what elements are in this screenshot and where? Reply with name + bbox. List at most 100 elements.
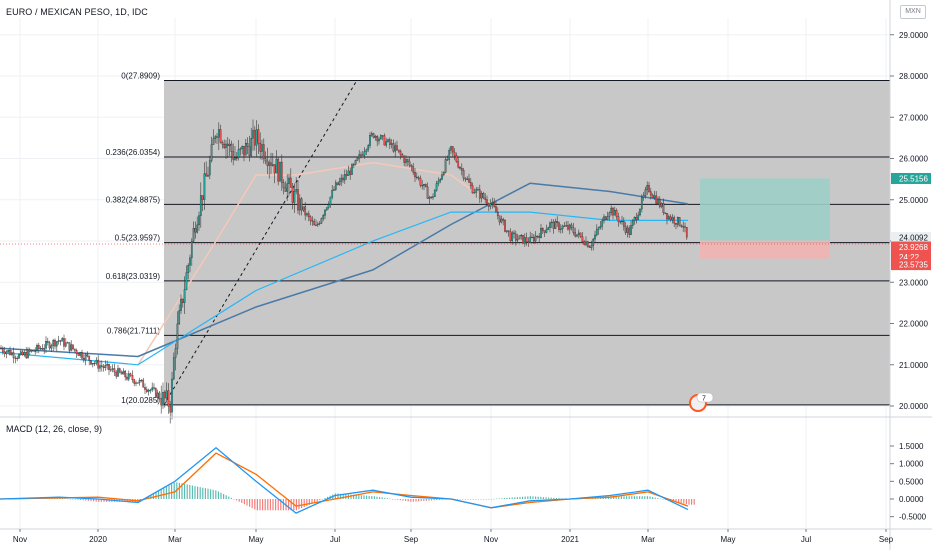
candle-body (430, 196, 433, 198)
candle-body (336, 182, 339, 185)
candle-body (23, 352, 26, 356)
macd-histogram-bar (485, 499, 487, 500)
candle-body (577, 232, 580, 235)
candle-body (289, 177, 292, 188)
time-tick-label: May (720, 535, 735, 544)
candle-body (496, 212, 499, 216)
macd-histogram-bar (407, 499, 409, 502)
candle-body (552, 221, 555, 229)
candle-body (252, 130, 254, 139)
candle-body (424, 184, 427, 188)
candle-body (567, 225, 569, 230)
event-badge[interactable]: 7 (689, 392, 714, 412)
macd-histogram-bar (529, 496, 531, 499)
macd-histogram-bar (672, 499, 674, 502)
time-tick-label: Sep (404, 535, 419, 544)
candle-body (376, 136, 379, 142)
macd-histogram-bar (100, 499, 102, 502)
macd-histogram-bar (67, 498, 69, 500)
candle-body (648, 185, 650, 192)
candle-body (531, 236, 533, 238)
candle-body (300, 198, 303, 211)
candle-body (277, 158, 280, 182)
macd-histogram-bar (230, 497, 232, 499)
candle-body (138, 380, 141, 383)
candle-body (403, 156, 406, 163)
macd-histogram-bar (618, 496, 620, 499)
macd-histogram-bar (238, 499, 240, 502)
candle-body (590, 245, 593, 248)
trend-line[interactable] (163, 79, 358, 406)
candle-body (482, 193, 485, 199)
candle-body (462, 170, 465, 179)
currency-badge[interactable]: MXN (900, 5, 926, 19)
macd-tick-label: 0.0000 (899, 495, 924, 504)
long-position-tool[interactable] (700, 178, 830, 259)
candle-body (658, 199, 661, 207)
candle-body (248, 146, 251, 156)
macd-histogram-bar (106, 499, 108, 502)
candle-body (45, 341, 47, 349)
candle-body (626, 227, 629, 233)
candle-body (671, 217, 674, 221)
macd-histogram-bar (522, 496, 524, 499)
price-tick-label: 26.0000 (899, 155, 928, 164)
candle-body (32, 350, 35, 352)
macd-histogram-bar (350, 494, 352, 499)
macd-histogram-bar (462, 499, 464, 500)
macd-histogram-bar (498, 498, 500, 499)
macd-histogram-bar (267, 499, 269, 511)
candle-body (565, 225, 568, 227)
macd-histogram-bar (402, 499, 404, 501)
macd-histogram-bar (558, 498, 560, 499)
badge-pill[interactable] (696, 392, 714, 403)
candle-body (444, 159, 447, 173)
candle-body (18, 354, 20, 359)
price-tick-label: 20.0000 (899, 402, 928, 411)
candle-body (601, 220, 604, 227)
candle-body (608, 212, 611, 217)
price-label-text: 25.5156 (899, 174, 928, 183)
candle-body (181, 298, 184, 304)
macd-histogram-bar (464, 499, 466, 500)
candle-body (370, 133, 373, 136)
candle-body (189, 257, 191, 266)
macd-histogram-bar (415, 499, 417, 502)
candle-body (149, 389, 152, 391)
macd-histogram-bar (87, 499, 89, 501)
candle-body (232, 151, 235, 160)
candle-body (106, 363, 109, 366)
macd-histogram-bar (306, 499, 308, 506)
candle-body (93, 362, 96, 365)
candle-body (673, 217, 676, 224)
macd-histogram-bar (360, 495, 362, 499)
candle-body (475, 189, 478, 193)
candle-body (5, 351, 8, 355)
candle-body (243, 146, 245, 156)
macd-histogram-bar (290, 499, 292, 511)
macd-histogram-bar (425, 499, 427, 501)
macd-histogram-bar (243, 499, 245, 505)
macd-histogram-bar (675, 499, 677, 502)
candle-body (343, 174, 346, 181)
macd-histogram-bar (337, 493, 339, 499)
candle-body (379, 135, 382, 140)
candle-body (117, 368, 119, 377)
candle-body (612, 207, 614, 216)
candle-body (160, 398, 163, 406)
ma-mid-line (0, 211, 688, 366)
macd-histogram-bar (171, 484, 173, 499)
candle-body (10, 352, 13, 355)
candle-body (666, 213, 668, 220)
candle-body (363, 151, 366, 156)
macd-histogram-bar (212, 489, 214, 499)
fib-level-label: 1(20.0285) (121, 396, 160, 405)
macd-histogram-bar (181, 483, 183, 499)
macd-histogram-bar (275, 499, 277, 511)
candle-body (270, 162, 272, 166)
candle-body (604, 216, 607, 220)
candle-body (437, 180, 440, 184)
candle-body (136, 382, 139, 384)
candle-body (541, 228, 544, 231)
